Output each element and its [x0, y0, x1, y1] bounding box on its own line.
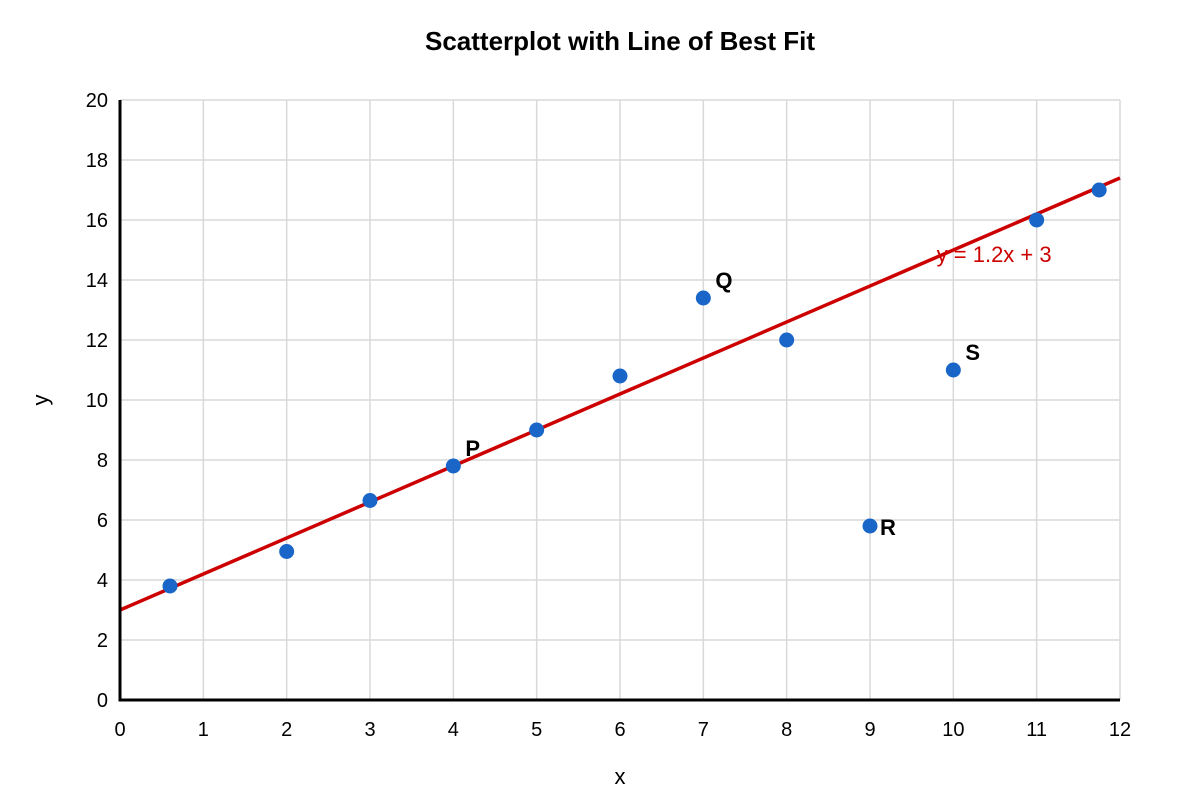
y-tick-label: 18	[86, 150, 108, 172]
data-point	[695, 290, 711, 306]
x-tick-label: 12	[1109, 719, 1131, 741]
y-tick-label: 16	[86, 210, 108, 232]
x-tick-label: 4	[448, 719, 459, 741]
y-tick-label: 8	[97, 450, 108, 472]
y-tick-label: 4	[97, 570, 108, 592]
data-point	[779, 332, 795, 348]
data-point	[162, 578, 178, 594]
y-tick-label: 6	[97, 510, 108, 532]
x-tick-label: 3	[364, 719, 375, 741]
point-label-r: R	[880, 515, 896, 540]
y-tick-label: 2	[97, 630, 108, 652]
y-tick-label: 20	[86, 90, 108, 112]
x-axis-label: x	[615, 764, 626, 789]
x-tick-label: 7	[698, 719, 709, 741]
x-tick-label: 9	[864, 719, 875, 741]
x-tick-label: 11	[1026, 719, 1047, 741]
best-fit-line	[119, 176, 1121, 612]
point-label-p: P	[465, 436, 480, 461]
x-tick-label: 10	[942, 719, 964, 741]
data-point	[862, 518, 878, 534]
data-point	[279, 544, 295, 559]
data-point	[1091, 182, 1107, 198]
data-point	[529, 422, 545, 438]
data-points	[162, 182, 1107, 594]
axes	[118, 100, 1120, 702]
y-tick-label: 12	[86, 330, 108, 352]
data-point	[362, 493, 378, 508]
best-fit-layer: y = 1.2x + 3	[119, 176, 1121, 612]
x-tick-label: 1	[198, 719, 209, 741]
point-label-s: S	[965, 340, 980, 365]
y-tick-label: 14	[86, 270, 108, 292]
chart-title: Scatterplot with Line of Best Fit	[425, 26, 815, 56]
grid-lines	[119, 99, 1121, 701]
x-tick-label: 2	[281, 719, 292, 741]
point-labels: P Q R S	[465, 268, 980, 540]
data-point	[612, 368, 628, 384]
data-point	[445, 458, 461, 474]
data-point	[1029, 212, 1045, 228]
x-tick-label: 5	[531, 719, 542, 741]
best-fit-equation: y = 1.2x + 3	[937, 242, 1052, 267]
x-tick-label: 8	[781, 719, 792, 741]
x-tick-label: 6	[614, 719, 625, 741]
data-point	[945, 362, 961, 378]
y-axis-label: y	[28, 395, 53, 406]
point-label-q: Q	[715, 268, 732, 293]
y-tick-label: 0	[97, 690, 108, 712]
y-tick-label: 10	[86, 390, 108, 412]
x-tick-label: 0	[114, 719, 125, 741]
